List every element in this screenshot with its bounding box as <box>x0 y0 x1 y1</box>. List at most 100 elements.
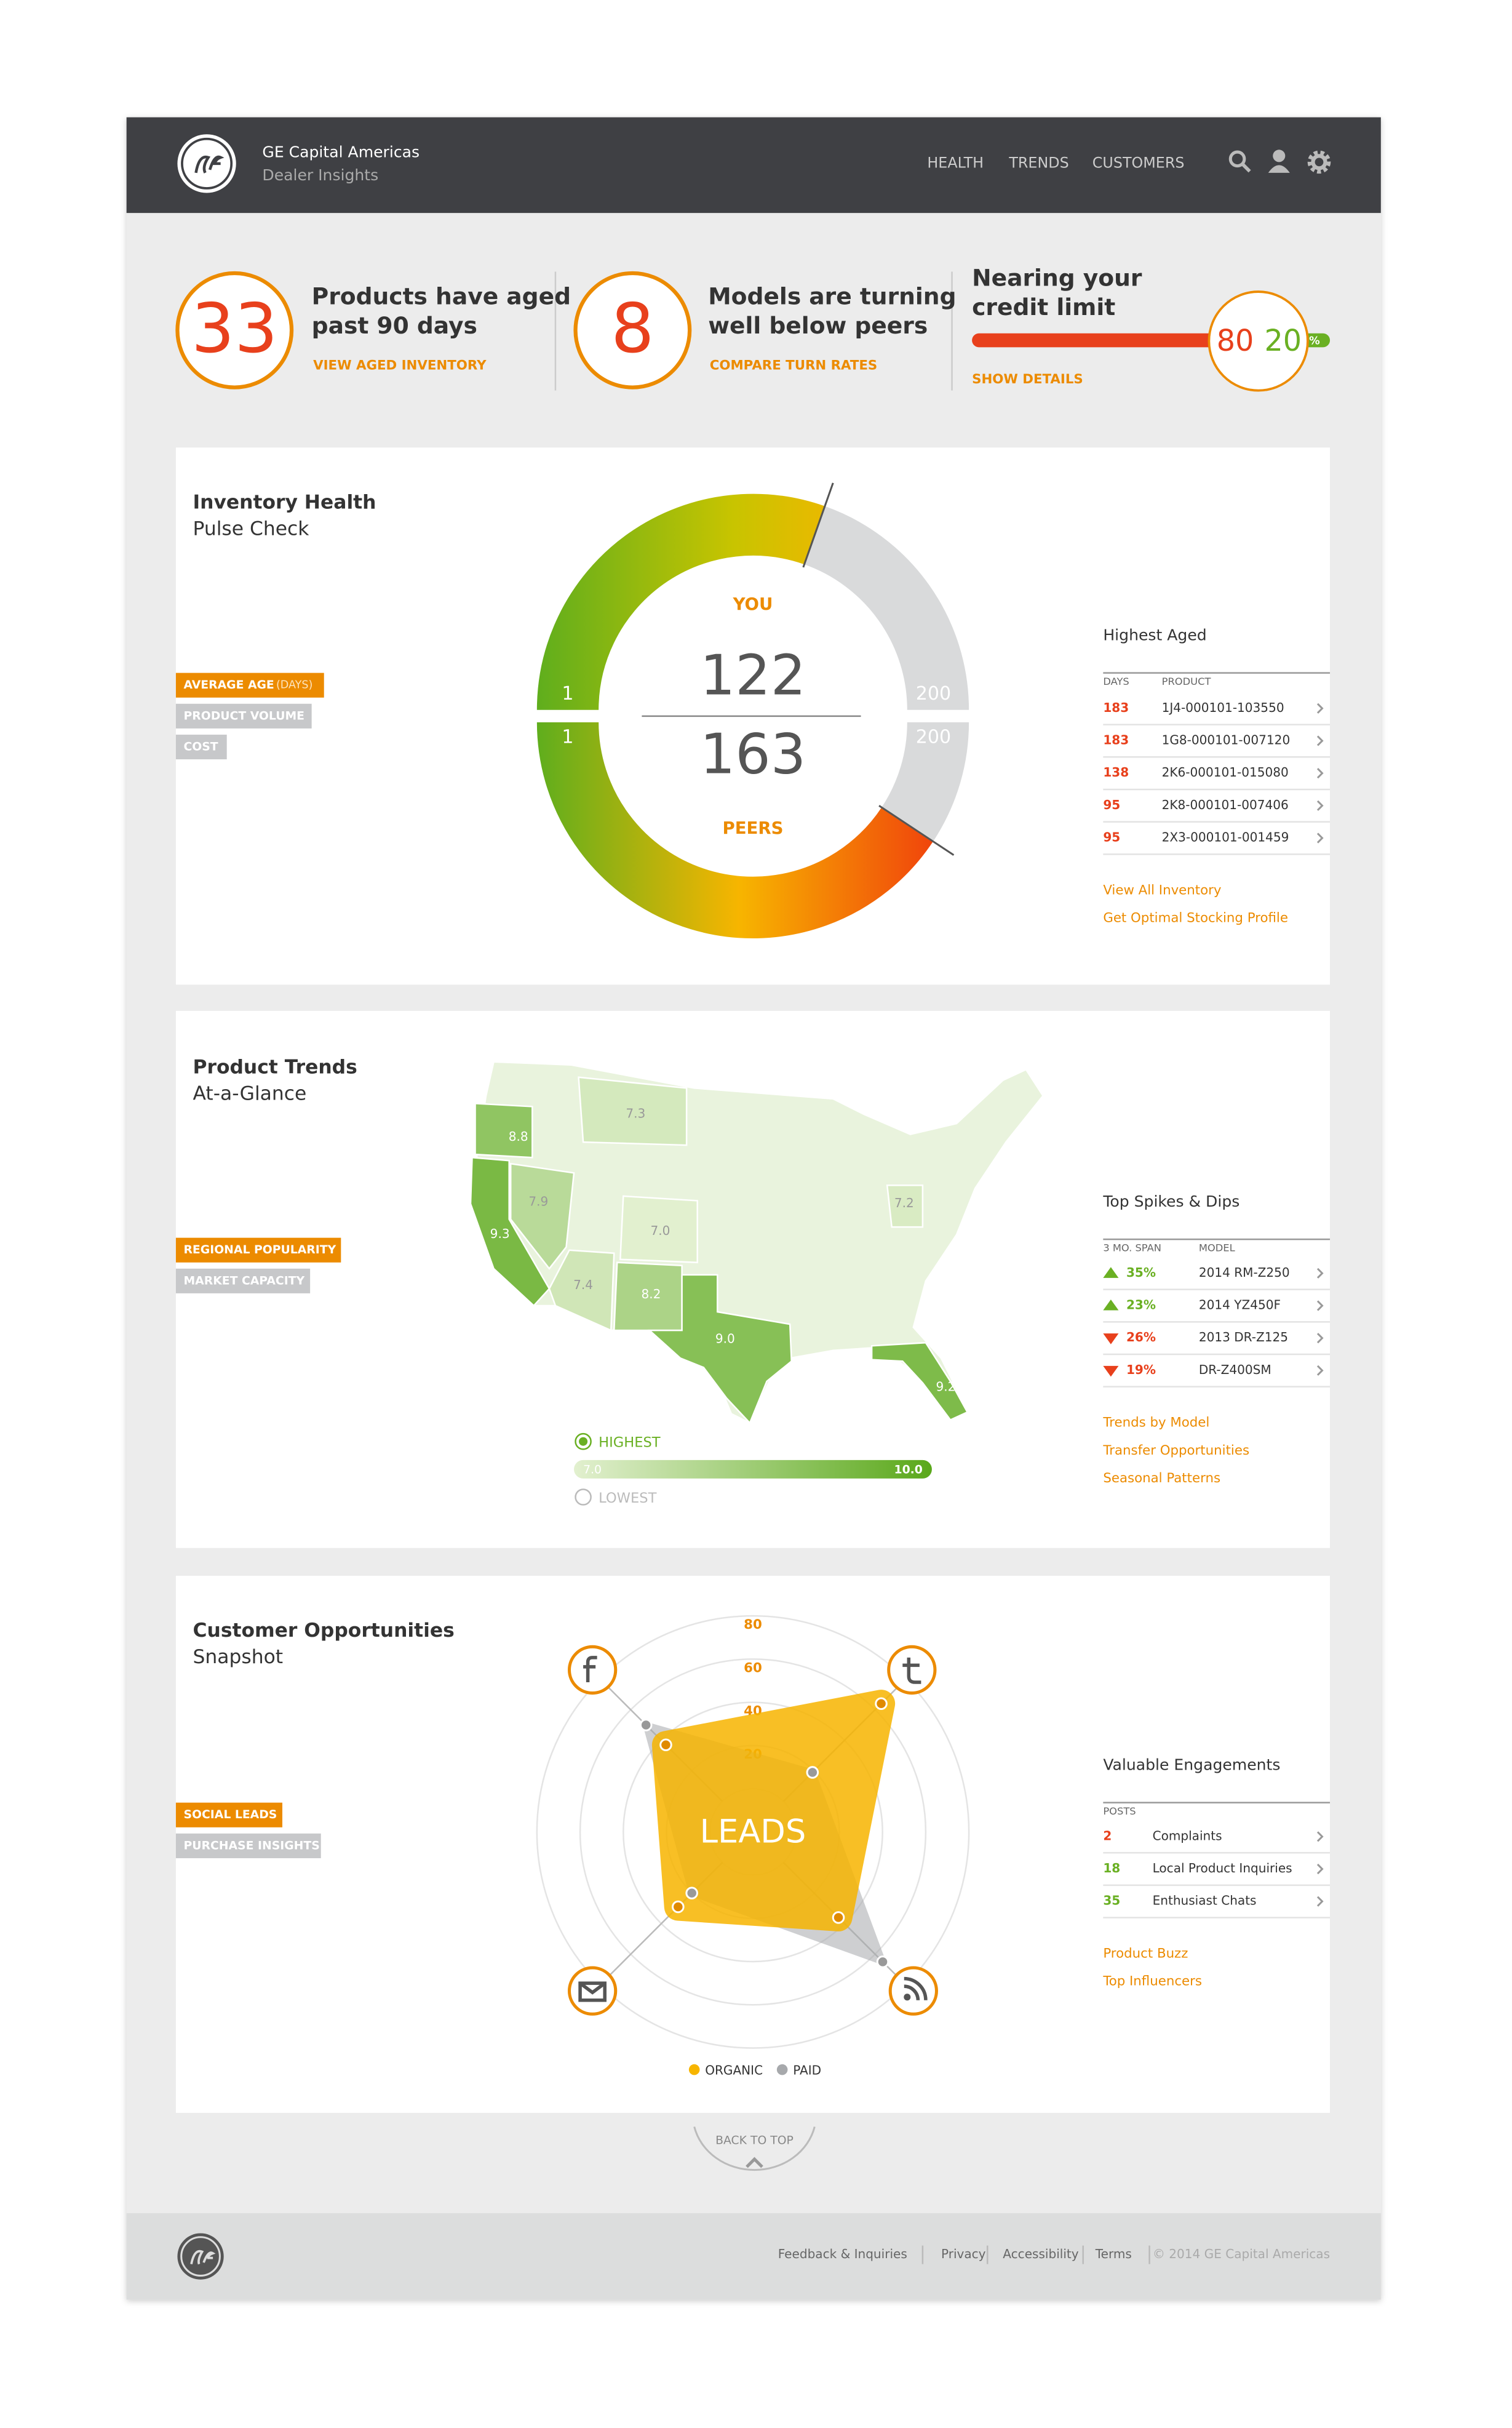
map-region[interactable] <box>474 1103 533 1159</box>
link[interactable]: Top Influencers <box>1102 1974 1202 1989</box>
nav-link[interactable]: TRENDS <box>1008 154 1068 171</box>
footer-link[interactable]: Privacy <box>941 2246 986 2261</box>
chevron[interactable] <box>1316 1268 1324 1279</box>
kpi-link[interactable]: COMPARE TURN RATES <box>710 357 878 373</box>
settings-icon[interactable] <box>1307 150 1331 174</box>
model[interactable]: DR-Z400SM <box>1199 1362 1271 1377</box>
change: 35% <box>1126 1265 1156 1280</box>
filter-label[interactable]: REGIONAL POPULARITY <box>183 1244 336 1256</box>
footer-link[interactable]: Accessibility <box>1003 2246 1078 2261</box>
credit-used-bar <box>972 333 1259 348</box>
radar-point <box>659 1738 672 1752</box>
link[interactable]: View All Inventory <box>1103 882 1221 898</box>
map-region[interactable] <box>469 1156 551 1307</box>
trend-arrow <box>1103 1333 1119 1344</box>
filter-label[interactable]: SOCIAL LEADS <box>183 1808 277 1821</box>
gauge-max: 200 <box>916 683 951 705</box>
footer-logo <box>177 2233 224 2280</box>
map-region[interactable] <box>647 1274 792 1424</box>
chevron[interactable] <box>1316 735 1324 746</box>
link[interactable]: Get Optimal Stocking Profile <box>1103 910 1288 925</box>
link[interactable]: Transfer Opportunities <box>1102 1443 1249 1458</box>
product-id[interactable]: 2K6-000101-015080 <box>1162 765 1289 780</box>
days: 95 <box>1103 797 1120 812</box>
map-region[interactable] <box>548 1249 615 1332</box>
chevron[interactable] <box>1316 800 1324 811</box>
filter-tag[interactable] <box>175 673 324 698</box>
chevron[interactable] <box>1316 1896 1324 1907</box>
filter-label[interactable]: PURCHASE INSIGHTS <box>183 1839 319 1852</box>
nav-link[interactable]: CUSTOMERS <box>1092 154 1185 171</box>
link[interactable]: Product Buzz <box>1103 1946 1188 1961</box>
map-region[interactable] <box>578 1076 688 1146</box>
filter-label[interactable]: MARKET CAPACITY <box>183 1274 304 1287</box>
legend-label: ORGANIC <box>705 2063 763 2078</box>
model[interactable]: 2014 YZ450F <box>1199 1297 1281 1312</box>
chevron[interactable] <box>1316 833 1324 844</box>
column-header: 3 MO. SPAN <box>1103 1242 1161 1254</box>
chevron[interactable] <box>1316 768 1324 779</box>
search-icon[interactable] <box>1228 150 1251 173</box>
map-region[interactable] <box>886 1184 924 1228</box>
social-icon[interactable] <box>887 1645 937 1695</box>
back-to-top-label[interactable]: BACK TO TOP <box>715 2134 794 2147</box>
kpi-link[interactable]: SHOW DETAILS <box>972 372 1083 387</box>
change: 26% <box>1126 1330 1156 1344</box>
model[interactable]: 2013 DR-Z125 <box>1199 1330 1288 1344</box>
gauge-min: 1 <box>562 683 573 705</box>
icon-glyph <box>578 1981 607 2002</box>
icon-glyph <box>902 1657 921 1684</box>
filter-tag[interactable] <box>175 1833 321 1858</box>
change: 23% <box>1126 1297 1156 1312</box>
radar-point <box>672 1900 685 1914</box>
radar-ring <box>623 1701 883 1963</box>
radar-point <box>685 1887 698 1899</box>
radio[interactable] <box>575 1488 592 1506</box>
copyright: © 2014 GE Capital Americas <box>1153 2246 1330 2261</box>
map-region[interactable] <box>509 1162 575 1270</box>
days: 183 <box>1103 732 1129 747</box>
product-id[interactable]: 1J4-000101-103550 <box>1162 700 1284 715</box>
filter-tag[interactable] <box>175 1802 282 1827</box>
footer-link[interactable]: Feedback & Inquiries <box>778 2246 907 2261</box>
chevron[interactable] <box>1316 1831 1324 1842</box>
legend-swatch <box>776 2064 788 2075</box>
filter-label[interactable]: COST <box>183 740 218 753</box>
filter-tag[interactable] <box>175 1237 341 1263</box>
filter-note: (DAYS) <box>276 679 312 692</box>
footer-link[interactable]: Terms <box>1095 2246 1132 2261</box>
map-region[interactable] <box>619 1195 698 1264</box>
chevron[interactable] <box>1316 703 1324 714</box>
filter-tag[interactable] <box>175 703 312 729</box>
icon-glyph <box>583 1656 597 1683</box>
user-icon[interactable] <box>1268 150 1290 173</box>
link[interactable]: Trends by Model <box>1102 1415 1209 1431</box>
social-icon[interactable] <box>568 1645 618 1695</box>
chevron[interactable] <box>1316 1365 1324 1376</box>
gauge-peers-label: PEERS <box>722 818 783 838</box>
back-to-top[interactable] <box>693 2126 816 2171</box>
kpi-text: Nearing your <box>972 264 1142 291</box>
chevron[interactable] <box>1316 1333 1324 1344</box>
link[interactable]: Seasonal Patterns <box>1103 1471 1220 1486</box>
nav-link[interactable]: HEALTH <box>927 154 984 171</box>
scale-high: HIGHEST <box>599 1435 661 1451</box>
filter-label[interactable]: PRODUCT VOLUME <box>183 709 304 722</box>
product-id[interactable]: 2K8-000101-007406 <box>1162 797 1289 812</box>
product-id[interactable]: 2X3-000101-001459 <box>1162 829 1289 844</box>
engagement[interactable]: Complaints <box>1153 1828 1222 1843</box>
legend-label: PAID <box>793 2063 821 2078</box>
kpi-ring <box>175 271 294 389</box>
engagement[interactable]: Enthusiast Chats <box>1153 1893 1257 1908</box>
filter-label[interactable]: AVERAGE AGE <box>183 679 274 692</box>
chevron[interactable] <box>1316 1300 1324 1311</box>
filter-tag[interactable] <box>175 734 227 760</box>
chevron[interactable] <box>1316 1863 1324 1875</box>
filter-tag[interactable] <box>175 1268 311 1293</box>
map-region[interactable] <box>870 1341 969 1421</box>
logo[interactable] <box>177 134 236 193</box>
kpi-link[interactable]: VIEW AGED INVENTORY <box>313 357 487 373</box>
engagement[interactable]: Local Product Inquiries <box>1153 1861 1292 1875</box>
product-id[interactable]: 1G8-000101-007120 <box>1162 732 1291 747</box>
model[interactable]: 2014 RM-Z250 <box>1199 1265 1290 1280</box>
